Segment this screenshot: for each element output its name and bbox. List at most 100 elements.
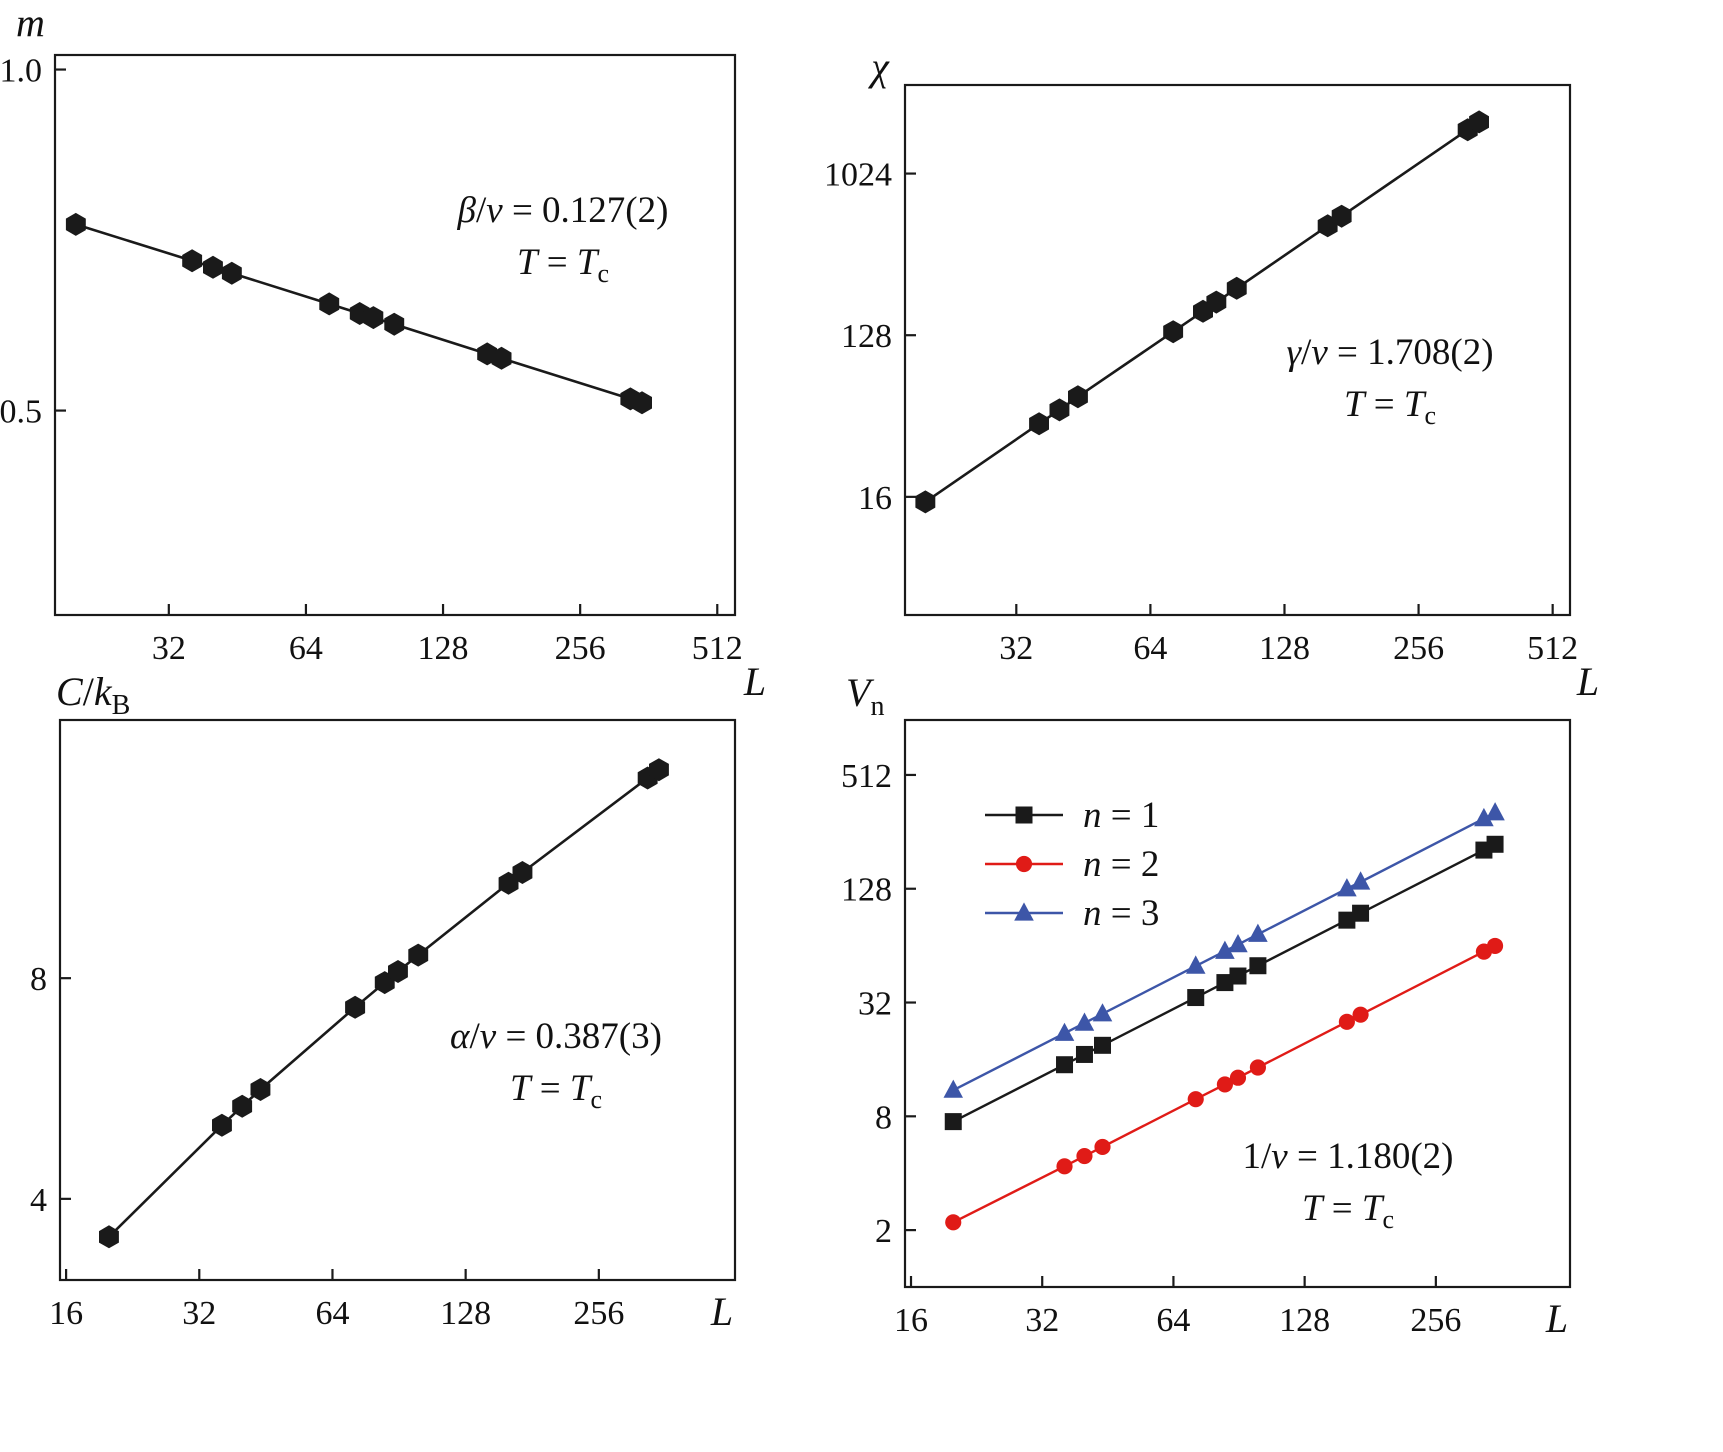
data-point-square	[1249, 957, 1267, 975]
data-point-square	[1216, 974, 1234, 992]
data-point-hexagon	[388, 960, 408, 983]
x-tick-label: 64	[1133, 630, 1167, 667]
annotation-line: α/ν = 0.387(3)	[450, 1016, 662, 1057]
data-point-triangle	[1092, 1003, 1113, 1022]
annotation-line: T = Tc	[510, 1068, 602, 1114]
y-tick-label: 1.0	[0, 53, 42, 90]
x-tick-label: 16	[894, 1302, 928, 1339]
data-point-circle	[1216, 1076, 1233, 1093]
x-tick-label: 16	[49, 1295, 83, 1332]
data-point-square	[1229, 967, 1247, 985]
data-point-circle	[1229, 1069, 1247, 1086]
x-axis-label: L	[1576, 659, 1599, 704]
y-tick-label: 128	[841, 318, 892, 355]
y-tick-label: 2	[875, 1213, 892, 1250]
data-point-hexagon	[1206, 290, 1227, 314]
data-point-hexagon	[99, 1225, 119, 1249]
data-point-hexagon	[1469, 110, 1489, 134]
y-tick-label: 128	[841, 872, 892, 909]
data-point-triangle	[1350, 871, 1371, 890]
data-point-circle	[1056, 1158, 1073, 1175]
data-point-square	[1056, 1056, 1074, 1074]
data-point-hexagon	[203, 255, 223, 279]
data-point-circle	[1187, 1091, 1204, 1108]
data-point-circle	[1338, 1013, 1355, 1030]
data-point-hexagon	[649, 758, 669, 782]
x-tick-label: 128	[1279, 1302, 1330, 1339]
annotation-line: β/ν = 0.127(2)	[457, 190, 669, 231]
data-point-hexagon	[232, 1094, 253, 1118]
x-tick-label: 32	[152, 630, 186, 667]
y-axis-label: χ	[867, 44, 890, 89]
x-tick-label: 256	[1393, 630, 1444, 667]
plot-frame	[58, 718, 737, 1282]
data-point-triangle	[943, 1079, 963, 1098]
x-tick-label: 32	[999, 630, 1033, 667]
legend-label-V-n2: n = 2	[1083, 844, 1159, 885]
x-axis-label: L	[1545, 1296, 1568, 1341]
y-axis-label: C/kB	[56, 669, 130, 721]
plot-frame	[903, 83, 1572, 617]
x-tick-label: 512	[692, 630, 743, 667]
y-tick-label: 4	[30, 1182, 47, 1219]
data-point-square	[1486, 835, 1504, 853]
data-point-circle	[1094, 1138, 1111, 1155]
chart-susceptibility: 32 64 128 256 512 1024 128 16 χ Lγ/ν = 1.708(2) T …	[824, 44, 1599, 704]
data-point-triangle	[1054, 1022, 1075, 1041]
data-point-circle	[1249, 1059, 1266, 1076]
plot-frame	[53, 53, 737, 617]
data-point-hexagon	[363, 306, 384, 330]
x-tick-label: 64	[1156, 1302, 1190, 1339]
y-tick-label: 0.5	[0, 394, 42, 431]
data-point-hexagon	[250, 1078, 271, 1101]
data-point-hexagon	[65, 212, 86, 236]
x-axis-label: L	[743, 659, 766, 704]
data-point-hexagon	[384, 312, 405, 336]
x-tick-label: 512	[1527, 630, 1578, 667]
data-point-square	[944, 1113, 962, 1131]
data-point-hexagon	[345, 995, 366, 1019]
x-tick-label: 128	[418, 630, 469, 667]
data-point-square	[1338, 911, 1356, 929]
data-point-hexagon	[1068, 385, 1088, 409]
x-axis-label: L	[710, 1289, 733, 1334]
x-tick-label: 64	[315, 1295, 349, 1332]
data-point-square	[1015, 806, 1033, 824]
y-tick-label: 1024	[824, 157, 892, 194]
data-point-square	[1187, 989, 1205, 1007]
data-point-circle	[1352, 1006, 1369, 1023]
data-point-triangle	[1186, 955, 1206, 974]
series-line-C-vs-L	[108, 768, 660, 1238]
data-point-hexagon	[1029, 412, 1049, 436]
legend-label-V-n1: n = 1	[1083, 795, 1159, 836]
data-point-square	[1094, 1036, 1112, 1054]
y-tick-label: 512	[841, 758, 892, 795]
x-tick-label: 128	[440, 1295, 491, 1332]
y-axis-label: m	[16, 0, 45, 45]
plot-frame	[903, 718, 1572, 1289]
data-point-circle	[1076, 1147, 1093, 1165]
data-point-square	[1075, 1045, 1093, 1063]
data-point-triangle	[1337, 878, 1357, 897]
y-axis-label: Vn	[846, 670, 884, 722]
data-point-hexagon	[212, 1113, 232, 1137]
data-point-triangle	[1228, 934, 1248, 953]
data-point-hexagon	[1331, 204, 1352, 228]
y-tick-label: 8	[875, 1099, 892, 1136]
annotation-line: T = Tc	[1302, 1188, 1394, 1234]
data-point-hexagon	[915, 490, 936, 514]
y-tick-label: 16	[858, 480, 892, 517]
annotation-line: γ/ν = 1.708(2)	[1286, 332, 1493, 373]
data-point-triangle	[1074, 1012, 1095, 1031]
x-tick-label: 32	[1025, 1302, 1059, 1339]
x-tick-label: 128	[1259, 630, 1310, 667]
data-point-circle	[945, 1214, 962, 1231]
chart-logarithmic-derivatives: 16 32 64 128 256 512 128 32 8 2 Vn L 1/ν = 1.180(2) T…	[841, 670, 1572, 1341]
data-point-triangle	[1215, 940, 1235, 959]
x-tick-label: 256	[573, 1295, 624, 1332]
data-point-hexagon	[408, 943, 429, 967]
legend-label-V-n3: n = 3	[1083, 893, 1159, 934]
annotation-line: T = Tc	[517, 242, 609, 288]
